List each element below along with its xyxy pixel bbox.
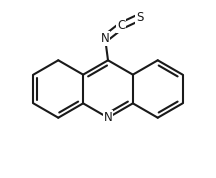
Text: N: N — [104, 111, 112, 124]
Text: S: S — [136, 11, 143, 24]
Text: C: C — [117, 19, 125, 32]
Text: N: N — [101, 32, 110, 45]
